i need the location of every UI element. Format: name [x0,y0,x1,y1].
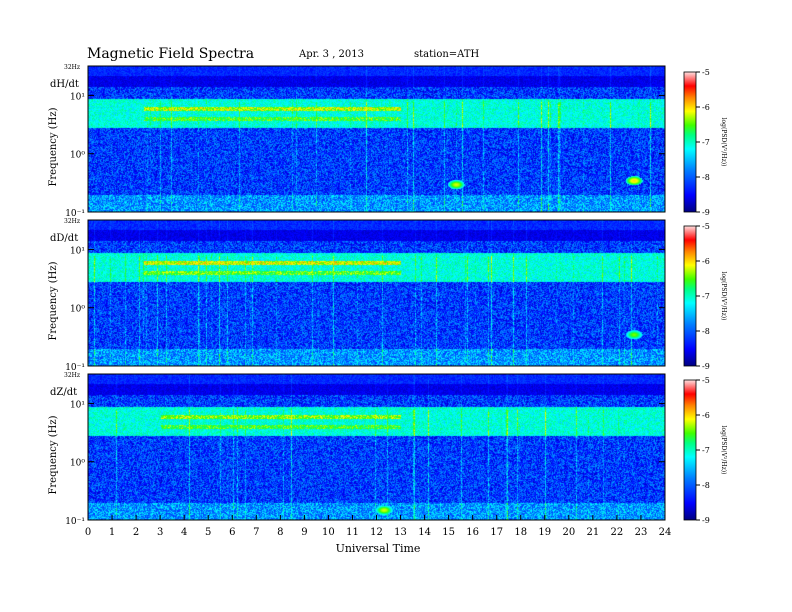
colorbar-tick-label: -6 [702,411,710,420]
colorbar-tick-label: -9 [702,516,710,525]
x-tick-label: 6 [229,527,235,538]
colorbar-gradient [683,379,697,521]
panel-name: dH/dt [50,79,79,90]
colorbar-tick-label: -5 [702,222,710,231]
colorbar-tick-label: -6 [702,103,710,112]
y-tick-label: 10⁻¹ [65,363,85,373]
y-axis-label: Frequency (Hz) [48,107,59,186]
x-tick-label: 18 [514,527,527,538]
colorbar-gradient [683,71,697,213]
x-tick-label: 19 [538,527,551,538]
y-tick-label: 10⁰ [70,151,85,161]
panel-frame [87,219,666,367]
x-tick-label: 15 [442,527,455,538]
x-tick-label: 12 [370,527,383,538]
top-freq-label: 32Hz [64,64,80,71]
x-tick-label: 21 [587,527,600,538]
top-freq-label: 32Hz [64,218,80,225]
date-label: Apr. 3 , 2013 [298,49,364,60]
spectrogram-0 [88,66,665,212]
colorbar-label: log(PSD(V²/Hz)) [720,426,727,475]
panel-name: dD/dt [50,233,78,244]
x-tick-label: 9 [301,527,307,538]
panel-name: dZ/dt [50,387,77,398]
colorbars-group: -5 -6 -7 -8 -9 log(PSD(V²/Hz)) -5 -6 -7 -8 -9 log(P… [683,68,727,525]
x-tick-label: 13 [394,527,407,538]
panel-0: dH/dt 32Hz 10¹ 10⁰ 10⁻¹ Frequency (Hz) [48,64,666,219]
y-tick-label: 10¹ [70,400,85,410]
x-tick-label: 3 [157,527,163,538]
station-label: station=ATH [414,49,480,60]
y-axis-label: Frequency (Hz) [48,415,59,494]
colorbar-tick-label: -8 [702,173,710,182]
colorbar-tick-label: -8 [702,327,710,336]
x-tick-label: 23 [635,527,648,538]
x-tick-label: 20 [562,527,575,538]
panels-group: dH/dt 32Hz 10¹ 10⁰ 10⁻¹ Frequency (Hz) dD/dt 32… [48,64,666,527]
y-tick-label: 10⁻¹ [65,517,85,527]
colorbar-tick-label: -5 [702,68,710,77]
colorbar-label: log(PSD(V²/Hz)) [720,272,727,321]
colorbar-tick-label: -6 [702,257,710,266]
spectrogram-2 [88,374,665,520]
x-tick-label: 16 [466,527,479,538]
colorbar-tick-label: -9 [702,362,710,371]
x-tick-label: 0 [85,527,91,538]
y-tick-label: 10⁻¹ [65,209,85,219]
x-tick-label: 2 [133,527,139,538]
colorbar-tick-label: -7 [702,292,710,301]
y-tick-label: 10¹ [70,92,85,102]
panel-frame [87,65,666,213]
colorbar-tick-label: -5 [702,376,710,385]
colorbar-label: log(PSD(V²/Hz)) [720,118,727,167]
colorbar-0: -5 -6 -7 -8 -9 log(PSD(V²/Hz)) [683,68,727,217]
x-tick-label: 11 [346,527,359,538]
spectrogram-1 [88,220,665,366]
colorbar-tick-label: -8 [702,481,710,490]
x-axis-label: Universal Time [336,542,421,555]
colorbar-1: -5 -6 -7 -8 -9 log(PSD(V²/Hz)) [683,222,727,371]
y-tick-label: 10⁰ [70,459,85,469]
x-tick-label: 5 [205,527,211,538]
x-tick-label: 17 [490,527,503,538]
x-tick-label: 22 [611,527,624,538]
colorbar-tick-label: -7 [702,138,710,147]
chart-title: Magnetic Field Spectra [87,46,254,62]
colorbar-2: -5 -6 -7 -8 -9 log(PSD(V²/Hz)) [683,376,727,525]
x-tick-label: 7 [253,527,259,538]
y-axis-label: Frequency (Hz) [48,261,59,340]
y-tick-label: 10⁰ [70,305,85,315]
colorbar-tick-label: -9 [702,208,710,217]
x-tick-label: 14 [418,527,431,538]
y-tick-label: 10¹ [70,246,85,256]
x-tick-label: 24 [659,527,672,538]
x-tick-label: 1 [109,527,115,538]
top-freq-label: 32Hz [64,372,80,379]
x-tick-label: 10 [322,527,335,538]
x-axis: 0 1 2 3 4 5 6 7 8 9 10 11 12 13 14 15 16 17 18 19 20 21 22 23 24 [85,515,672,538]
x-tick-label: 4 [181,527,187,538]
x-tick-label: 8 [277,527,283,538]
panel-2: dZ/dt 32Hz 10¹ 10⁰ 10⁻¹ Frequency (Hz) [48,372,666,527]
colorbar-tick-label: -7 [702,446,710,455]
colorbar-gradient [683,225,697,367]
panel-1: dD/dt 32Hz 10¹ 10⁰ 10⁻¹ Frequency (Hz) [48,218,666,373]
